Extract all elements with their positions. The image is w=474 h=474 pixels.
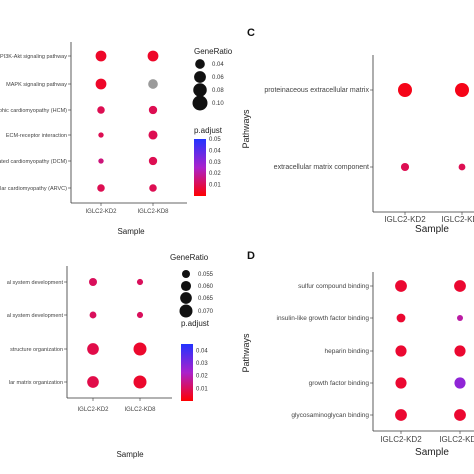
panel-d-dot	[454, 377, 466, 389]
panel-b-color-legend-label: 0.03	[196, 361, 208, 367]
panel-c-dot	[455, 83, 469, 97]
panel-a-color-legend-label: 0.02	[209, 171, 221, 177]
panel-a-dot	[98, 132, 104, 138]
panel-b-dot	[136, 278, 144, 286]
panel-d-dot	[454, 345, 466, 357]
panel-b-dot	[87, 343, 99, 355]
panel-d-ylabel: Pathways	[241, 333, 251, 373]
panel-b-size-legend-dot	[182, 270, 190, 278]
panel-d-term-label: sulfur compound binding	[298, 283, 369, 290]
panel-a-dot	[95, 78, 107, 90]
panel-a-size-legend-label: 0.10	[212, 101, 224, 107]
panel-b-term-label: lar matrix organization	[9, 380, 63, 386]
panel-a-color-legend-label: 0.05	[209, 137, 221, 143]
panel-b-sample-label: IGLC2-KD2	[77, 407, 109, 413]
panel-a-color-legend-bar	[194, 139, 206, 196]
panel-d-dot	[395, 280, 407, 292]
panel-b-size-legend-label: 0.070	[198, 309, 214, 315]
panel-d-dot	[395, 409, 407, 421]
panel-b-dot	[89, 278, 97, 286]
panel-b-color-legend-label: 0.04	[196, 348, 208, 354]
panel-a-dot	[98, 158, 104, 164]
panel-d-term-label: insulin-like growth factor binding	[277, 315, 370, 322]
panel-a-dot	[97, 184, 105, 192]
panel-a-dot	[148, 79, 158, 89]
panel-a-color-legend-title: p.adjust	[194, 126, 223, 135]
panel-b-size-legend-dot	[180, 292, 192, 304]
panel-a-term-label: ECM-receptor interaction	[6, 133, 67, 139]
panel-b-color-legend-label: 0.02	[196, 374, 208, 380]
panel-c-sample-label: IGLC2-KD8	[441, 215, 474, 224]
panel-d-dot	[456, 314, 464, 322]
panel-b-dot	[136, 311, 144, 319]
panel-b-size-legend-title: GeneRatio	[170, 253, 209, 262]
panel-d-sample-label: IGLC2-KD2	[380, 435, 422, 444]
panel-c-term-label: proteinaceous extracellular matrix	[264, 87, 369, 94]
panel-a-dot	[148, 130, 158, 140]
panel-c-dot	[400, 162, 410, 172]
panel-c-term-label: extracellular matrix component	[274, 164, 369, 171]
panel-a-dot	[148, 105, 158, 115]
panel-b-dot	[133, 342, 147, 356]
panel-b-sample-label: IGLC2-KD8	[124, 407, 156, 413]
panel-a-dot	[149, 184, 157, 192]
panel-a-term-label: MAPK signaling pathway	[6, 82, 67, 88]
panel-d-term-label: growth factor binding	[309, 380, 370, 387]
panel-a-sample-label: IGLC2-KD8	[137, 209, 169, 215]
panel-a-size-legend-label: 0.08	[212, 88, 224, 94]
panel-c-dot	[458, 163, 466, 171]
panel-b-size-legend-label: 0.060	[198, 284, 214, 290]
panel-a-term-label: ilated cardiomyopathy (DCM)	[0, 159, 67, 165]
panel-a-term-label: PI3K-Akt signaling pathway	[0, 54, 67, 60]
panel-d-dot	[454, 409, 466, 421]
panel-a-size-legend-label: 0.04	[212, 62, 224, 68]
panel-a-dot	[148, 156, 158, 166]
panel-b-size-legend-dot	[180, 280, 192, 292]
panel-a-xlabel: Sample	[117, 227, 145, 236]
panel-a-dot	[95, 50, 107, 62]
panel-a-dot	[97, 106, 105, 114]
panel-d-dot	[395, 377, 407, 389]
panel-a-size-legend-dot	[193, 83, 207, 97]
panel-a-size-legend-dot	[192, 95, 208, 111]
panel-b-term-label: structure organization	[10, 347, 63, 353]
panel-b-term-label: al system development	[7, 280, 64, 286]
panel-b-dot	[87, 376, 99, 388]
panel-b-size-legend-dot	[179, 304, 193, 318]
panel-a-size-legend-dot	[195, 59, 205, 69]
panel-d-sample-label: IGLC2-KD8	[439, 435, 474, 444]
panel-a-term-label: cular cardiomyopathy (ARVC)	[0, 186, 67, 192]
panel-d-dot	[395, 345, 407, 357]
panel-b-color-legend-bar	[181, 344, 193, 401]
panel-a-color-legend-label: 0.03	[209, 160, 221, 166]
panel-d-term-label: glycosaminoglycan binding	[291, 412, 369, 419]
panel-b-size-legend-label: 0.055	[198, 272, 214, 278]
panel-a-dot	[147, 50, 159, 62]
panel-b-xlabel: Sample	[116, 450, 144, 459]
panel-b-dot	[133, 375, 147, 389]
panel-c-ylabel: Pathways	[241, 109, 251, 149]
panel-a-size-legend-label: 0.06	[212, 75, 224, 81]
panel-c-dot	[398, 83, 412, 97]
panel-d-dot	[396, 313, 406, 323]
panel-b-size-legend-label: 0.065	[198, 296, 214, 302]
panel-a-term-label: rophic cardiomyopathy (HCM)	[0, 108, 67, 114]
panel-letter-d: D	[247, 250, 255, 262]
panel-a-sample-label: IGLC2-KD2	[85, 209, 117, 215]
panel-d-term-label: heparin binding	[325, 348, 370, 355]
panel-a-size-legend-dot	[194, 71, 206, 83]
panel-letter-c: C	[247, 27, 255, 39]
panel-a-size-legend-title: GeneRatio	[194, 47, 233, 56]
panel-d-dot	[454, 280, 466, 292]
panel-a-color-legend-label: 0.01	[209, 183, 221, 189]
panel-a-color-legend-label: 0.04	[209, 148, 221, 154]
panel-b-color-legend-title: p.adjust	[181, 319, 210, 328]
panel-c-xlabel: Sample	[415, 224, 449, 235]
panel-d-xlabel: Sample	[415, 447, 449, 458]
panel-c-sample-label: IGLC2-KD2	[384, 215, 426, 224]
panel-b-term-label: al system development	[7, 313, 64, 319]
panel-b-dot	[89, 311, 97, 319]
panel-b-color-legend-label: 0.01	[196, 386, 208, 392]
